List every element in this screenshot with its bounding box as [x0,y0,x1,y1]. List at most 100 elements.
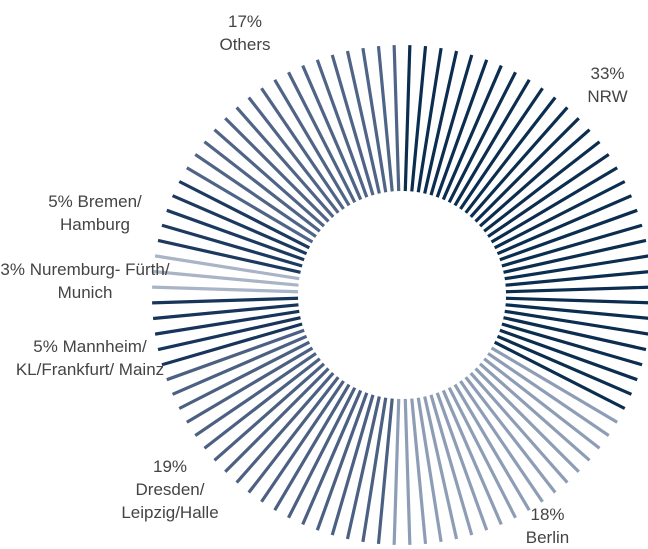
category-label: Nuremburg- Fürth/ Munich [29,260,170,302]
ray [330,54,375,196]
ray [161,322,303,367]
ray [178,340,311,410]
ray [213,128,326,228]
ray [447,386,517,519]
ray [474,367,580,473]
ray [224,117,330,223]
ray [435,59,489,198]
ray [287,386,357,519]
category-label: Mannheim/ KL/Frankfurt/ Mainz [15,337,165,379]
segment [157,180,311,274]
ray [301,389,363,526]
segment-label: 17% Others [190,10,300,56]
category-label: NRW [587,87,628,106]
ray [345,50,381,194]
percent-label: 17% [227,12,263,31]
ray [376,398,394,545]
ray [260,380,345,503]
segment-label: 5% Mannheim/ KL/Frankfurt/ Mainz [5,335,175,381]
ray [416,397,443,543]
ray [505,296,648,305]
ray [493,180,626,250]
ray [203,140,321,233]
segment [166,328,394,545]
ray [330,394,375,536]
ray [496,194,633,256]
ray [503,316,647,352]
ray [235,371,335,484]
ray [171,334,308,396]
ray [361,47,388,193]
category-label: Bremen/ Hamburg [60,192,142,234]
segment-label: 19% Dresden/ Leipzig/Halle [105,455,235,524]
ray [416,47,443,193]
ray [157,238,301,274]
ray [273,383,351,511]
ray [315,392,369,531]
ray [499,328,638,382]
percent-label: 5% [48,192,73,211]
ray [392,45,401,192]
segment-label: 18% Berlin [500,503,595,549]
ray [453,79,531,207]
ray [503,238,647,274]
ray [157,316,301,352]
ray [203,357,321,450]
ray [447,71,517,204]
ray [345,396,381,540]
category-label: Berlin [525,528,570,547]
ray [429,394,474,536]
percent-label: 5% [33,337,58,356]
category-label: Dresden/ Leipzig/Halle [121,480,219,522]
segment-label: 33% NRW [560,62,648,108]
ray [441,389,503,526]
ray [487,352,610,437]
segment [152,254,300,294]
ray [166,328,305,382]
ray [459,87,544,210]
ray [403,45,412,192]
ray [194,153,317,238]
ray [435,392,489,531]
ray [235,106,335,219]
segment-label: 5% Bremen/ Hamburg [15,190,175,236]
ray [273,79,351,207]
ray [410,45,428,192]
ray [441,64,503,201]
ray [490,346,618,424]
ray [478,362,591,462]
ray [490,166,618,244]
segment [152,296,303,367]
ray [459,380,544,503]
ray [315,59,369,198]
ray [423,50,459,194]
ray [287,71,357,204]
percent-label: 3% [0,260,25,279]
ray [166,208,305,262]
ray [392,398,401,545]
ray [501,322,643,367]
ray [505,303,648,320]
ray [487,153,610,238]
ray [504,254,648,281]
segment [392,346,618,545]
ray [178,180,311,250]
ray [410,398,428,545]
ray [161,223,303,268]
ray [186,166,314,244]
ray [496,334,633,396]
ray [194,352,317,437]
ray [469,106,569,219]
ray [493,340,626,410]
ray [501,223,643,268]
ray [154,309,300,336]
segment-label: 3% Nuremburg- Fürth/ Munich [0,258,170,304]
ray [186,346,314,424]
ray [478,128,591,228]
ray [429,54,474,196]
percent-label: 18% [530,505,565,524]
ray [499,208,638,262]
ray [464,96,557,214]
